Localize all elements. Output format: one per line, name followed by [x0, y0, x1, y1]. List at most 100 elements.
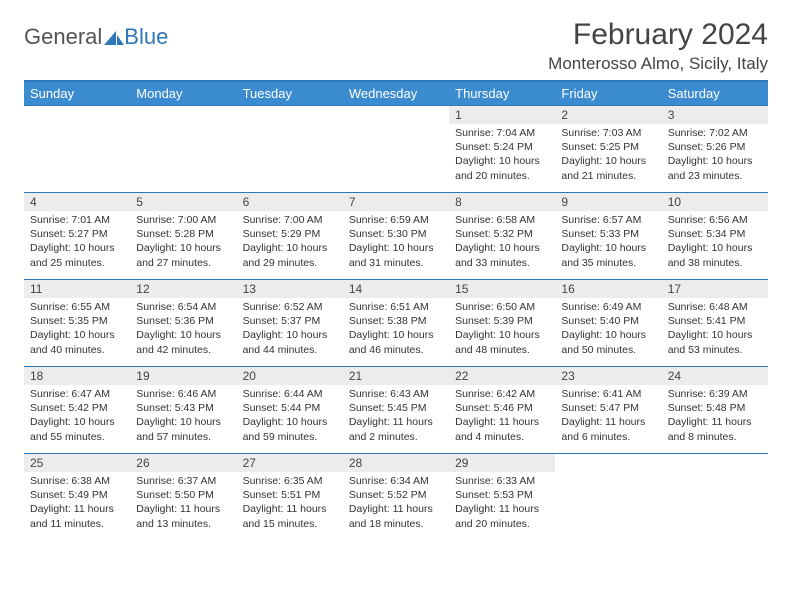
daylight-line: Daylight: 10 hours and 55 minutes. [30, 415, 126, 443]
day-details: Sunrise: 6:47 AMSunset: 5:42 PMDaylight:… [24, 385, 130, 446]
day-details: Sunrise: 6:56 AMSunset: 5:34 PMDaylight:… [662, 211, 768, 272]
day-number: 11 [24, 280, 130, 298]
daylight-line: Daylight: 11 hours and 15 minutes. [243, 502, 339, 530]
daylight-line: Daylight: 10 hours and 40 minutes. [30, 328, 126, 356]
sunrise-line: Sunrise: 6:42 AM [455, 387, 551, 401]
page-header: General Blue February 2024 Monterosso Al… [24, 18, 768, 74]
sunrise-line: Sunrise: 6:49 AM [561, 300, 657, 314]
sunrise-line: Sunrise: 6:46 AM [136, 387, 232, 401]
day-details: Sunrise: 6:43 AMSunset: 5:45 PMDaylight:… [343, 385, 449, 446]
calendar-day-cell: 27Sunrise: 6:35 AMSunset: 5:51 PMDayligh… [237, 454, 343, 541]
calendar-day-cell: 24 Sunrise: 6:39 AMSunset: 5:48 PMDayligh… [662, 367, 768, 454]
day-details: Sunrise: 6:33 AMSunset: 5:53 PMDaylight:… [449, 472, 555, 533]
sunset-line: Sunset: 5:40 PM [561, 314, 657, 328]
sunrise-line: Sunrise: 6:57 AM [561, 213, 657, 227]
sunset-line: Sunset: 5:48 PM [668, 401, 764, 415]
calendar-day-cell: 21Sunrise: 6:43 AMSunset: 5:45 PMDayligh… [343, 367, 449, 454]
daylight-line: Daylight: 11 hours and 8 minutes. [668, 415, 764, 443]
sunrise-line: Sunrise: 6:48 AM [668, 300, 764, 314]
day-number: 22 [449, 367, 555, 385]
daylight-line: Daylight: 10 hours and 33 minutes. [455, 241, 551, 269]
daylight-line: Daylight: 10 hours and 53 minutes. [668, 328, 764, 356]
sunrise-line: Sunrise: 6:52 AM [243, 300, 339, 314]
sunrise-line: Sunrise: 6:54 AM [136, 300, 232, 314]
calendar-day-cell: 17Sunrise: 6:48 AMSunset: 5:41 PMDayligh… [662, 280, 768, 367]
day-details: Sunrise: 7:02 AMSunset: 5:26 PMDaylight:… [662, 124, 768, 185]
calendar-day-cell [130, 106, 236, 193]
daylight-line: Daylight: 10 hours and 23 minutes. [668, 154, 764, 182]
calendar-day-cell: 1Sunrise: 7:04 AMSunset: 5:24 PMDaylight… [449, 106, 555, 193]
sunset-line: Sunset: 5:37 PM [243, 314, 339, 328]
sunset-line: Sunset: 5:50 PM [136, 488, 232, 502]
calendar-day-cell: 10Sunrise: 6:56 AMSunset: 5:34 PMDayligh… [662, 193, 768, 280]
day-details: Sunrise: 6:51 AMSunset: 5:38 PMDaylight:… [343, 298, 449, 359]
day-details: Sunrise: 6:52 AMSunset: 5:37 PMDaylight:… [237, 298, 343, 359]
day-number: 20 [237, 367, 343, 385]
day-details: Sunrise: 6:55 AMSunset: 5:35 PMDaylight:… [24, 298, 130, 359]
calendar-day-cell: 3Sunrise: 7:02 AMSunset: 5:26 PMDaylight… [662, 106, 768, 193]
calendar-day-cell: 6Sunrise: 7:00 AMSunset: 5:29 PMDaylight… [237, 193, 343, 280]
sail-icon [104, 29, 124, 45]
day-details: Sunrise: 7:00 AMSunset: 5:29 PMDaylight:… [237, 211, 343, 272]
sunrise-line: Sunrise: 6:50 AM [455, 300, 551, 314]
day-number: 29 [449, 454, 555, 472]
calendar-day-cell: 26Sunrise: 6:37 AMSunset: 5:50 PMDayligh… [130, 454, 236, 541]
calendar-day-cell: 2Sunrise: 7:03 AMSunset: 5:25 PMDaylight… [555, 106, 661, 193]
calendar-day-cell [24, 106, 130, 193]
day-details: Sunrise: 6:34 AMSunset: 5:52 PMDaylight:… [343, 472, 449, 533]
calendar-day-cell: 23Sunrise: 6:41 AMSunset: 5:47 PMDayligh… [555, 367, 661, 454]
day-number: 17 [662, 280, 768, 298]
daylight-line: Daylight: 10 hours and 38 minutes. [668, 241, 764, 269]
calendar-day-cell: 16Sunrise: 6:49 AMSunset: 5:40 PMDayligh… [555, 280, 661, 367]
sunset-line: Sunset: 5:33 PM [561, 227, 657, 241]
sunset-line: Sunset: 5:27 PM [30, 227, 126, 241]
daylight-line: Daylight: 10 hours and 35 minutes. [561, 241, 657, 269]
daylight-line: Daylight: 11 hours and 6 minutes. [561, 415, 657, 443]
day-number: 5 [130, 193, 236, 211]
weekday-header: Wednesday [343, 81, 449, 106]
day-details: Sunrise: 6:54 AMSunset: 5:36 PMDaylight:… [130, 298, 236, 359]
sunrise-line: Sunrise: 6:35 AM [243, 474, 339, 488]
day-number: 12 [130, 280, 236, 298]
sunset-line: Sunset: 5:38 PM [349, 314, 445, 328]
day-number: 18 [24, 367, 130, 385]
day-number: 21 [343, 367, 449, 385]
daylight-line: Daylight: 10 hours and 27 minutes. [136, 241, 232, 269]
sunrise-line: Sunrise: 7:02 AM [668, 126, 764, 140]
sunset-line: Sunset: 5:53 PM [455, 488, 551, 502]
day-details: Sunrise: 6:44 AMSunset: 5:44 PMDaylight:… [237, 385, 343, 446]
calendar-week-row: 4Sunrise: 7:01 AMSunset: 5:27 PMDaylight… [24, 193, 768, 280]
sunrise-line: Sunrise: 6:41 AM [561, 387, 657, 401]
sunrise-line: Sunrise: 6:58 AM [455, 213, 551, 227]
day-number: 26 [130, 454, 236, 472]
sunset-line: Sunset: 5:28 PM [136, 227, 232, 241]
daylight-line: Daylight: 11 hours and 4 minutes. [455, 415, 551, 443]
calendar-week-row: 11Sunrise: 6:55 AMSunset: 5:35 PMDayligh… [24, 280, 768, 367]
day-details: Sunrise: 6:50 AMSunset: 5:39 PMDaylight:… [449, 298, 555, 359]
daylight-line: Daylight: 11 hours and 11 minutes. [30, 502, 126, 530]
weekday-header: Saturday [662, 81, 768, 106]
day-number: 19 [130, 367, 236, 385]
brand-word-2: Blue [124, 24, 168, 50]
calendar-day-cell: 20Sunrise: 6:44 AMSunset: 5:44 PMDayligh… [237, 367, 343, 454]
day-details: Sunrise: 6:35 AMSunset: 5:51 PMDaylight:… [237, 472, 343, 533]
calendar-day-cell: 4Sunrise: 7:01 AMSunset: 5:27 PMDaylight… [24, 193, 130, 280]
calendar-day-cell [343, 106, 449, 193]
daylight-line: Daylight: 10 hours and 44 minutes. [243, 328, 339, 356]
daylight-line: Daylight: 11 hours and 18 minutes. [349, 502, 445, 530]
day-details: Sunrise: 7:03 AMSunset: 5:25 PMDaylight:… [555, 124, 661, 185]
daylight-line: Daylight: 10 hours and 42 minutes. [136, 328, 232, 356]
calendar-day-cell: 9 Sunrise: 6:57 AMSunset: 5:33 PMDaylight… [555, 193, 661, 280]
day-number: 24 [662, 367, 768, 385]
day-details: Sunrise: 7:00 AMSunset: 5:28 PMDaylight:… [130, 211, 236, 272]
day-number: 2 [555, 106, 661, 124]
daylight-line: Daylight: 10 hours and 20 minutes. [455, 154, 551, 182]
day-number: 9 [555, 193, 661, 211]
day-number: 7 [343, 193, 449, 211]
sunrise-line: Sunrise: 6:51 AM [349, 300, 445, 314]
sunrise-line: Sunrise: 6:39 AM [668, 387, 764, 401]
sunset-line: Sunset: 5:32 PM [455, 227, 551, 241]
day-details: Sunrise: 6:49 AMSunset: 5:40 PMDaylight:… [555, 298, 661, 359]
day-details: Sunrise: 6:59 AMSunset: 5:30 PMDaylight:… [343, 211, 449, 272]
sunrise-line: Sunrise: 7:01 AM [30, 213, 126, 227]
